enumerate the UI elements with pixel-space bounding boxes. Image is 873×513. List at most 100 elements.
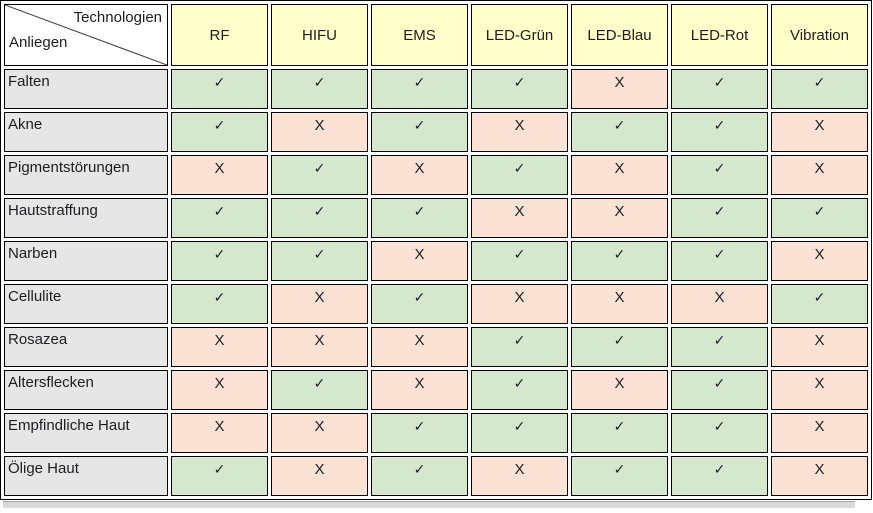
x-cell: X — [471, 112, 568, 152]
x-cell: X — [171, 413, 268, 453]
check-cell: ✓ — [371, 456, 468, 496]
check-cell: ✓ — [371, 69, 468, 109]
check-cell: ✓ — [271, 370, 368, 410]
check-cell: ✓ — [671, 413, 768, 453]
row-label: Rosazea — [4, 327, 168, 367]
column-header: EMS — [371, 4, 468, 66]
column-header: Vibration — [771, 4, 868, 66]
check-cell: ✓ — [371, 112, 468, 152]
compatibility-matrix-table: Technologien Anliegen RF HIFU EMS LED-Grün L… — [0, 0, 872, 500]
row-label: Narben — [4, 241, 168, 281]
x-cell: X — [571, 284, 668, 324]
check-cell: ✓ — [671, 69, 768, 109]
x-cell: X — [271, 327, 368, 367]
x-cell: X — [771, 370, 868, 410]
x-cell: X — [571, 69, 668, 109]
x-cell: X — [471, 284, 568, 324]
check-cell: ✓ — [771, 198, 868, 238]
x-cell: X — [771, 112, 868, 152]
table-row: Cellulite ✓ X ✓ X X X ✓ — [4, 284, 868, 324]
x-cell: X — [271, 284, 368, 324]
column-header: RF — [171, 4, 268, 66]
check-cell: ✓ — [471, 155, 568, 195]
column-header: LED-Grün — [471, 4, 568, 66]
row-label: Hautstraffung — [4, 198, 168, 238]
check-cell: ✓ — [271, 155, 368, 195]
check-cell: ✓ — [571, 413, 668, 453]
x-cell: X — [171, 370, 268, 410]
x-cell: X — [571, 370, 668, 410]
x-cell: X — [371, 327, 468, 367]
check-cell: ✓ — [271, 241, 368, 281]
check-cell: ✓ — [571, 456, 668, 496]
check-cell: ✓ — [671, 198, 768, 238]
check-cell: ✓ — [471, 413, 568, 453]
corner-label-anliegen: Anliegen — [9, 34, 68, 51]
x-cell: X — [271, 112, 368, 152]
check-cell: ✓ — [671, 327, 768, 367]
x-cell: X — [371, 241, 468, 281]
check-cell: ✓ — [471, 69, 568, 109]
x-cell: X — [771, 327, 868, 367]
check-cell: ✓ — [571, 327, 668, 367]
row-label: Pigmentstörungen — [4, 155, 168, 195]
check-cell: ✓ — [571, 241, 668, 281]
table-row: Falten ✓ ✓ ✓ ✓ X ✓ ✓ — [4, 69, 868, 109]
table-row: Narben ✓ ✓ X ✓ ✓ ✓ X — [4, 241, 868, 281]
check-cell: ✓ — [371, 284, 468, 324]
row-label: Empfindliche Haut — [4, 413, 168, 453]
check-cell: ✓ — [271, 198, 368, 238]
x-cell: X — [371, 370, 468, 410]
check-cell: ✓ — [171, 69, 268, 109]
check-cell: ✓ — [671, 370, 768, 410]
check-cell: ✓ — [171, 284, 268, 324]
check-cell: ✓ — [171, 456, 268, 496]
check-cell: ✓ — [471, 241, 568, 281]
column-header: HIFU — [271, 4, 368, 66]
x-cell: X — [771, 241, 868, 281]
check-cell: ✓ — [171, 198, 268, 238]
x-cell: X — [271, 413, 368, 453]
check-cell: ✓ — [671, 241, 768, 281]
row-label: Ölige Haut — [4, 456, 168, 496]
table-body: Falten ✓ ✓ ✓ ✓ X ✓ ✓ Akne ✓ X ✓ X ✓ ✓ X Pigmentstörungen… — [4, 69, 868, 496]
check-cell: ✓ — [271, 69, 368, 109]
check-cell: ✓ — [371, 413, 468, 453]
x-cell: X — [371, 155, 468, 195]
check-cell: ✓ — [471, 370, 568, 410]
row-label: Falten — [4, 69, 168, 109]
x-cell: X — [771, 413, 868, 453]
check-cell: ✓ — [671, 112, 768, 152]
corner-label-technologien: Technologien — [73, 9, 162, 26]
row-label: Cellulite — [4, 284, 168, 324]
x-cell: X — [171, 155, 268, 195]
table-row: Ölige Haut ✓ X ✓ X ✓ ✓ X — [4, 456, 868, 496]
x-cell: X — [271, 456, 368, 496]
check-cell: ✓ — [171, 241, 268, 281]
x-cell: X — [571, 198, 668, 238]
x-cell: X — [671, 284, 768, 324]
table-row: Rosazea X X X ✓ ✓ ✓ X — [4, 327, 868, 367]
x-cell: X — [771, 456, 868, 496]
table-row: Altersflecken X ✓ X ✓ X ✓ X — [4, 370, 868, 410]
x-cell: X — [571, 155, 668, 195]
x-cell: X — [171, 327, 268, 367]
x-cell: X — [471, 198, 568, 238]
corner-header-cell: Technologien Anliegen — [4, 4, 168, 66]
table-row: Pigmentstörungen X ✓ X ✓ X ✓ X — [4, 155, 868, 195]
x-cell: X — [471, 456, 568, 496]
check-cell: ✓ — [471, 327, 568, 367]
bottom-edge-strip — [3, 501, 855, 508]
check-cell: ✓ — [371, 198, 468, 238]
x-cell: X — [771, 155, 868, 195]
check-cell: ✓ — [671, 155, 768, 195]
check-cell: ✓ — [771, 69, 868, 109]
column-header: LED-Rot — [671, 4, 768, 66]
table-row: Hautstraffung ✓ ✓ ✓ X X ✓ ✓ — [4, 198, 868, 238]
check-cell: ✓ — [171, 112, 268, 152]
check-cell: ✓ — [671, 456, 768, 496]
row-label: Altersflecken — [4, 370, 168, 410]
row-label: Akne — [4, 112, 168, 152]
table-row: Akne ✓ X ✓ X ✓ ✓ X — [4, 112, 868, 152]
